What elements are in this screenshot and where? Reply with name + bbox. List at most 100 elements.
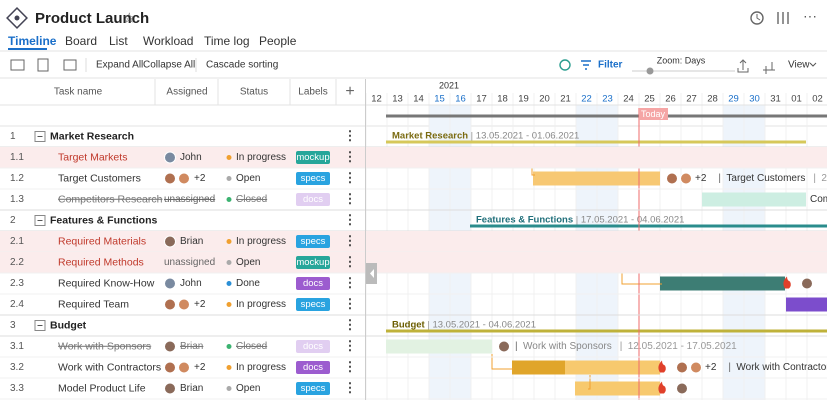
task-name[interactable]: Required Methods xyxy=(58,256,144,268)
label[interactable]: specs xyxy=(301,173,326,184)
status[interactable]: In progress xyxy=(236,299,286,310)
row-menu[interactable]: ⋮ xyxy=(344,254,357,269)
status-dot xyxy=(226,155,232,160)
status[interactable]: Done xyxy=(236,278,260,289)
day-label: 31 xyxy=(770,94,781,105)
row-menu[interactable]: ⋮ xyxy=(344,233,357,248)
task-bar[interactable] xyxy=(786,297,827,312)
status[interactable]: In progress xyxy=(236,362,286,373)
tab[interactable]: Timeline xyxy=(8,34,57,48)
row-menu[interactable]: ⋮ xyxy=(344,380,357,395)
assignee: John xyxy=(180,278,202,289)
star[interactable]: ☆ xyxy=(123,10,136,26)
status[interactable]: Closed xyxy=(236,341,267,352)
task-name[interactable]: Competitors Research xyxy=(58,193,163,205)
label[interactable]: docs xyxy=(303,194,323,205)
row-menu[interactable]: ⋮ xyxy=(344,128,357,143)
tab[interactable]: List xyxy=(109,34,128,48)
day-label: 29 xyxy=(728,94,739,105)
more[interactable]: ··· xyxy=(803,8,817,24)
task-name[interactable]: Model Product Life xyxy=(58,382,146,394)
collapse-all[interactable]: Collapse All xyxy=(143,60,195,71)
task-name[interactable]: Required Know-How xyxy=(58,277,155,289)
toolbar-icon[interactable] xyxy=(37,58,49,72)
cascade-sorting[interactable]: Cascade sorting xyxy=(206,60,278,71)
row-menu[interactable]: ⋮ xyxy=(344,338,357,353)
label[interactable]: docs xyxy=(303,362,323,373)
baseline-icon[interactable] xyxy=(763,62,775,74)
task-name[interactable]: Target Customers xyxy=(58,172,141,184)
refresh-icon[interactable] xyxy=(559,59,571,71)
day-label: 22 xyxy=(581,94,592,105)
day-label: 14 xyxy=(413,94,424,105)
export-icon[interactable] xyxy=(737,59,749,73)
toolbar-icon[interactable] xyxy=(63,59,77,71)
label[interactable]: specs xyxy=(301,383,326,394)
row-menu[interactable]: ⋮ xyxy=(344,296,357,311)
dependency xyxy=(491,354,514,370)
task-bar[interactable] xyxy=(575,381,660,396)
row-menu[interactable]: ⋮ xyxy=(344,191,357,206)
row-menu[interactable]: ⋮ xyxy=(344,275,357,290)
status[interactable]: In progress xyxy=(236,152,286,163)
bar-dates: 20.05 xyxy=(821,173,827,184)
row-menu[interactable]: ⋮ xyxy=(344,149,357,164)
add-column[interactable]: + xyxy=(345,83,354,100)
task-name[interactable]: Work with Contractors xyxy=(58,361,161,373)
label-pill xyxy=(296,235,330,248)
avatar xyxy=(164,298,176,311)
summary-name: Market Research xyxy=(392,130,468,141)
status[interactable]: Open xyxy=(236,173,260,184)
label-pill xyxy=(296,298,330,311)
status[interactable]: Closed xyxy=(236,194,267,205)
row-menu[interactable]: ⋮ xyxy=(344,359,357,374)
tab[interactable]: Workload xyxy=(143,34,193,48)
day-label: 18 xyxy=(497,94,508,105)
avatar xyxy=(164,151,176,164)
label[interactable]: mockup xyxy=(296,152,329,163)
status-dot xyxy=(226,176,232,181)
tab[interactable]: Time log xyxy=(204,34,250,48)
row-menu[interactable]: ⋮ xyxy=(344,170,357,185)
task-bar[interactable] xyxy=(533,171,660,186)
tab[interactable]: People xyxy=(259,34,297,48)
filter[interactable]: Filter xyxy=(598,60,623,71)
settings-icon[interactable] xyxy=(777,12,789,24)
task-name[interactable]: Required Materials xyxy=(58,235,146,247)
task-name[interactable]: Target Markets xyxy=(58,151,127,163)
day-label: 16 xyxy=(455,94,466,105)
filter-icon[interactable] xyxy=(581,60,591,70)
status[interactable]: In progress xyxy=(236,236,286,247)
status[interactable]: Open xyxy=(236,383,260,394)
task-bar[interactable] xyxy=(660,276,785,291)
expand-all[interactable]: Expand All xyxy=(96,60,143,71)
row-menu[interactable]: ⋮ xyxy=(344,212,357,227)
label-pill xyxy=(296,361,330,374)
label[interactable]: docs xyxy=(303,278,323,289)
zoom-knob[interactable] xyxy=(646,67,654,75)
label[interactable]: mockup xyxy=(296,257,329,268)
avatar xyxy=(178,172,190,185)
bar-dates: 12.05.2021 - 17.05.2021 xyxy=(628,341,737,352)
tab[interactable]: Board xyxy=(65,34,97,48)
row-menu[interactable]: ⋮ xyxy=(344,317,357,332)
toolbar-icon[interactable] xyxy=(10,59,25,71)
task-name[interactable]: Work with Sponsors xyxy=(58,340,151,352)
status[interactable]: Open xyxy=(236,257,260,268)
task-name[interactable]: Required Team xyxy=(58,298,129,310)
summary-label: Budget | 13.05.2021 - 04.06.2021 xyxy=(392,319,536,330)
summary-bar xyxy=(470,224,827,228)
summary-label: Features & Functions | 17.05.2021 - 04.0… xyxy=(476,214,684,225)
view-menu[interactable]: View xyxy=(788,60,810,71)
summary-name: Features & Functions xyxy=(476,214,573,225)
avatar xyxy=(164,382,176,395)
summary-label: Market Research | 13.05.2021 - 01.06.202… xyxy=(392,130,579,141)
task-bar[interactable] xyxy=(702,192,806,207)
task-bar[interactable] xyxy=(386,339,492,354)
label[interactable]: specs xyxy=(301,236,326,247)
day-label: 23 xyxy=(602,94,613,105)
history-icon[interactable] xyxy=(750,11,764,25)
label[interactable]: specs xyxy=(301,299,326,310)
label[interactable]: docs xyxy=(303,341,323,352)
avatar xyxy=(666,172,678,185)
